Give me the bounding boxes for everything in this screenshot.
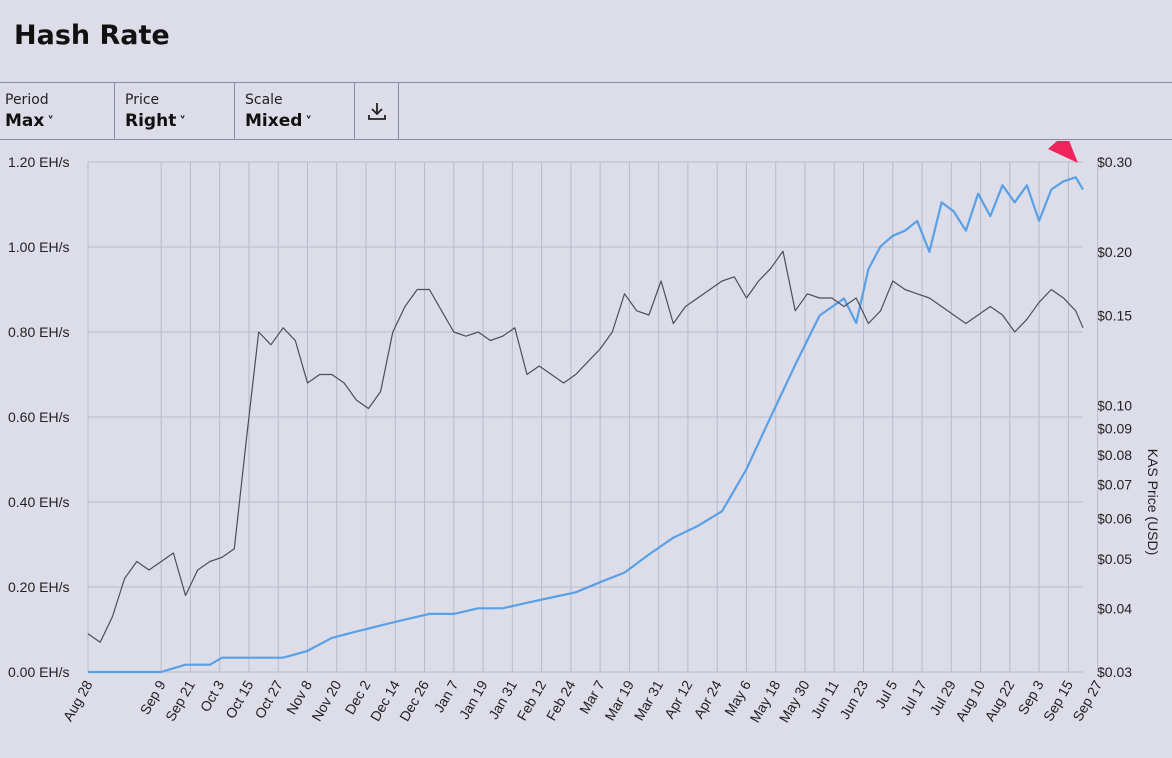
- x-tick-label: Mar 31: [631, 677, 667, 723]
- page-title: Hash Rate: [14, 20, 170, 51]
- y-right-axis-title: KAS Price (USD): [1145, 449, 1161, 556]
- price-dropdown[interactable]: Price Right ˅: [115, 83, 235, 139]
- y-right-tick-label: $0.20: [1097, 244, 1132, 260]
- period-value: Max: [5, 111, 45, 131]
- x-tick-label: Jan 7: [430, 677, 461, 715]
- y-left-tick-label: 0.60 EH/s: [8, 409, 69, 425]
- y-right-tick-label: $0.06: [1097, 510, 1132, 526]
- y-right-tick-label: $0.04: [1097, 600, 1132, 616]
- y-left-tick-label: 0.80 EH/s: [8, 324, 69, 340]
- scale-value: Mixed: [245, 111, 303, 131]
- y-right-tick-label: $0.15: [1097, 308, 1132, 324]
- x-tick-label: Oct 15: [222, 677, 257, 721]
- y-left-tick-label: 0.40 EH/s: [8, 494, 69, 510]
- x-tick-label: Jul 5: [872, 677, 901, 711]
- scale-label: Scale: [245, 92, 283, 108]
- x-tick-label: Sep 27: [1069, 677, 1105, 724]
- chevron-down-icon: ˅: [179, 115, 186, 130]
- x-tick-label: Dec 26: [396, 677, 432, 724]
- x-tick-label: Sep 21: [162, 677, 198, 724]
- x-tick-label: Oct 27: [251, 677, 286, 721]
- x-tick-label: Feb 24: [543, 677, 579, 723]
- x-tick-label: Jul 17: [897, 677, 930, 718]
- y-right-tick-label: $0.09: [1097, 421, 1132, 437]
- download-icon: [367, 103, 386, 120]
- x-tick-label: Apr 24: [690, 677, 725, 721]
- y-right-tick-label: $0.30: [1097, 154, 1132, 170]
- y-left-tick-label: 1.20 EH/s: [8, 154, 69, 170]
- chevron-down-icon: ˅: [305, 115, 312, 130]
- y-right-tick-label: $0.10: [1097, 397, 1132, 413]
- annotation-arrow-head: [1048, 141, 1078, 163]
- y-left-tick-label: 1.00 EH/s: [8, 239, 69, 255]
- y-right-tick-label: $0.07: [1097, 476, 1132, 492]
- download-button[interactable]: [355, 83, 399, 139]
- price-value: Right: [125, 111, 177, 131]
- y-left-tick-label: 0.20 EH/s: [8, 579, 69, 595]
- chevron-down-icon: ˅: [47, 115, 54, 130]
- hash-rate-chart: 0.00 EH/s 0.20 EH/s 0.40 EH/s 0.60 EH/s 0.80…: [8, 141, 1161, 725]
- x-tick-label: Jun 23: [836, 677, 871, 722]
- y-right-tick-label: $0.08: [1097, 447, 1132, 463]
- hashrate-series-line: [87, 250, 1084, 643]
- chart-toolbar: Period Max ˅ Price Right ˅ Scale Mixed ˅: [0, 82, 1172, 140]
- x-tick-label: Apr 12: [661, 677, 696, 721]
- x-tick-label: Aug 28: [60, 677, 96, 724]
- period-dropdown[interactable]: Period Max ˅: [0, 83, 115, 139]
- y-left-tick-label: 0.00 EH/s: [8, 664, 69, 680]
- y-right-tick-label: $0.03: [1097, 664, 1132, 680]
- x-tick-label: Nov 20: [308, 677, 344, 724]
- price-series-line: [88, 176, 1084, 674]
- price-label: Price: [125, 92, 160, 108]
- x-tick-label: Oct 3: [197, 677, 228, 714]
- period-label: Period: [5, 92, 49, 108]
- scale-dropdown[interactable]: Scale Mixed ˅: [235, 83, 355, 139]
- x-tick-label: Aug 22: [981, 677, 1017, 724]
- y-right-tick-label: $0.05: [1097, 551, 1132, 567]
